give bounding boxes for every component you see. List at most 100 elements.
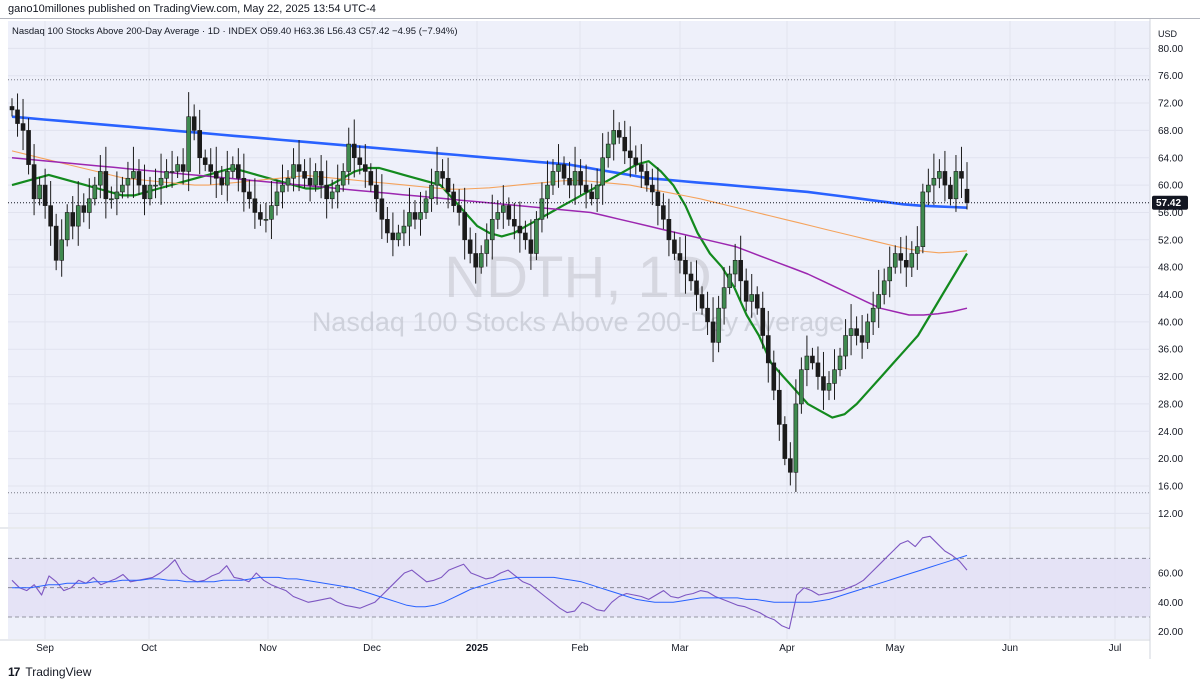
- candle: [826, 383, 832, 391]
- ma20-line: [11, 160, 968, 419]
- rsi-ma-line: [12, 554, 968, 608]
- price-tick-label: 76.00: [1158, 71, 1183, 82]
- candle: [754, 294, 760, 309]
- main-plot-area: [8, 21, 1150, 527]
- time-tick-label: Mar: [671, 643, 689, 654]
- rsi-tick-label: 60.00: [1158, 569, 1183, 580]
- candle: [440, 171, 445, 179]
- candle: [523, 232, 528, 241]
- time-tick-label: May: [886, 643, 905, 654]
- price-tick-label: 68.00: [1158, 126, 1183, 137]
- candle: [236, 164, 241, 179]
- candle: [59, 239, 64, 261]
- candle: [37, 184, 42, 200]
- candle: [716, 307, 721, 343]
- price-tick-label: 24.00: [1158, 427, 1183, 438]
- candle: [605, 143, 611, 159]
- candle: [191, 116, 197, 131]
- candle: [948, 184, 953, 200]
- candle: [594, 184, 600, 200]
- time-tick-label: Apr: [779, 643, 795, 654]
- candle: [125, 177, 131, 186]
- candle: [48, 205, 53, 227]
- candle: [898, 253, 904, 261]
- candle: [208, 164, 214, 172]
- rsi-tick-label: 40.00: [1158, 598, 1183, 609]
- candle: [926, 184, 931, 193]
- time-tick-label: Feb: [571, 643, 589, 654]
- candle: [351, 143, 357, 159]
- price-tick-label: 20.00: [1158, 454, 1183, 465]
- price-tick-label: 28.00: [1158, 399, 1183, 410]
- candle: [843, 335, 848, 357]
- price-tick-label: 36.00: [1158, 345, 1183, 356]
- candle: [153, 184, 158, 187]
- symbol-info-line: Nasdaq 100 Stocks Above 200-Day Average …: [12, 26, 458, 37]
- candle: [429, 184, 434, 200]
- candle: [75, 205, 81, 227]
- candle: [501, 205, 506, 213]
- candle: [120, 184, 125, 193]
- candle: [639, 164, 644, 172]
- candle: [307, 177, 313, 186]
- candle: [937, 171, 942, 179]
- candle: [859, 335, 865, 343]
- candle: [42, 184, 48, 206]
- chart-frame: NDTH, 1D Nasdaq 100 Stocks Above 200-Day …: [0, 18, 1200, 659]
- candle: [699, 294, 705, 309]
- candle: [318, 171, 324, 186]
- candle: [478, 253, 484, 268]
- candle: [765, 335, 771, 364]
- candle: [197, 130, 202, 159]
- candle: [258, 212, 263, 220]
- candle: [964, 188, 970, 204]
- candle: [837, 355, 843, 371]
- published-line: gano10millones published on TradingView.…: [8, 3, 376, 15]
- candle: [324, 184, 329, 200]
- candle: [186, 116, 191, 172]
- candle: [760, 307, 766, 336]
- candle: [445, 177, 451, 193]
- candle: [583, 184, 589, 193]
- candle: [743, 280, 749, 302]
- candle: [732, 260, 738, 275]
- candle: [335, 184, 340, 193]
- candle: [694, 280, 699, 295]
- candle: [881, 280, 887, 295]
- candle: [86, 198, 92, 213]
- candle: [892, 253, 898, 268]
- candle: [313, 171, 318, 186]
- candle: [164, 171, 169, 179]
- candle: [362, 164, 368, 172]
- candle: [672, 239, 677, 254]
- candle: [423, 198, 429, 213]
- price-tick-label: 56.00: [1158, 208, 1183, 219]
- tradingview-brand: TradingView: [25, 665, 92, 679]
- candle: [854, 328, 859, 336]
- candle: [142, 184, 147, 200]
- candle: [589, 191, 594, 200]
- price-tick-label: 32.00: [1158, 372, 1183, 383]
- candle: [821, 376, 826, 391]
- candle: [15, 109, 20, 124]
- candle: [390, 232, 396, 241]
- time-tick-label: Oct: [141, 643, 157, 654]
- candle: [357, 157, 363, 165]
- candle: [832, 369, 837, 384]
- candle: [661, 205, 666, 220]
- price-tick-label: 16.00: [1158, 481, 1183, 492]
- candle: [909, 253, 915, 268]
- candle: [407, 212, 412, 227]
- candle: [903, 260, 909, 268]
- candle: [915, 246, 920, 254]
- candle: [495, 212, 501, 220]
- tradingview-footer[interactable]: 17 TradingView: [8, 662, 91, 682]
- candle: [865, 321, 870, 343]
- candle: [252, 198, 258, 213]
- candle: [9, 106, 15, 111]
- candle: [434, 171, 440, 186]
- candle: [782, 424, 788, 459]
- ma200-line: [11, 115, 968, 209]
- candle: [627, 150, 633, 159]
